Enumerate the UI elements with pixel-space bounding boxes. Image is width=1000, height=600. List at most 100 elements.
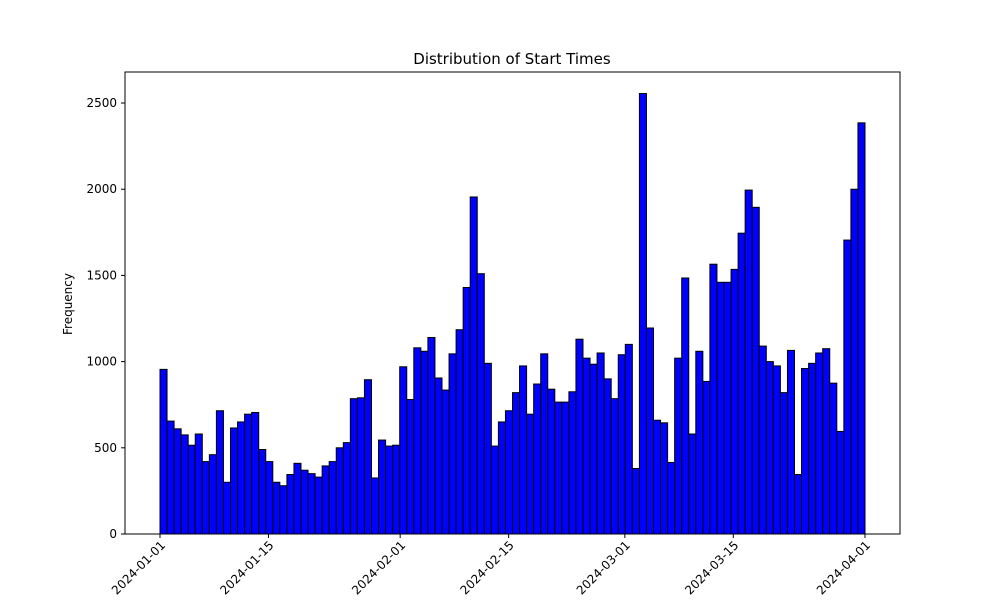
histogram-bar <box>660 422 669 535</box>
histogram-bar <box>406 399 415 535</box>
histogram-bar <box>237 421 246 535</box>
histogram-bar <box>476 273 485 535</box>
histogram-bar <box>378 439 387 535</box>
histogram-bar <box>547 388 556 535</box>
histogram-bar <box>328 461 337 535</box>
histogram-bar <box>441 389 450 535</box>
histogram-bar <box>293 462 302 535</box>
histogram-bar <box>688 433 697 535</box>
histogram-bar <box>427 336 436 535</box>
histogram-bar <box>251 411 260 535</box>
histogram-bar <box>244 413 253 535</box>
histogram-bar <box>173 428 182 535</box>
y-tick-label: 2000 <box>86 182 117 196</box>
histogram-bar <box>730 268 739 535</box>
histogram-bar <box>716 281 725 535</box>
histogram-bar <box>843 239 852 535</box>
histogram-bar <box>462 286 471 535</box>
histogram-bar <box>363 379 373 535</box>
histogram-bar <box>208 454 217 535</box>
y-tick-label: 2500 <box>86 96 117 110</box>
histogram-bar <box>526 413 535 535</box>
histogram-bar <box>504 410 514 535</box>
histogram-bar <box>448 353 457 535</box>
histogram-bar <box>723 281 732 535</box>
histogram-bar <box>385 445 394 535</box>
histogram-bar <box>258 449 267 535</box>
histogram-bar <box>808 362 817 535</box>
histogram-bar <box>829 382 838 535</box>
histogram-bar <box>631 467 640 535</box>
histogram-bar <box>786 349 796 535</box>
plot-frame <box>124 71 901 535</box>
histogram-bar <box>413 347 422 535</box>
histogram-bar <box>822 348 831 535</box>
histogram-bar <box>709 263 718 535</box>
histogram-bar <box>201 461 210 535</box>
histogram-bar <box>801 368 810 535</box>
histogram-bar <box>674 357 683 535</box>
histogram-bar <box>779 392 788 535</box>
histogram-bar <box>342 442 351 535</box>
histogram-bar <box>307 473 316 535</box>
histogram-bar <box>230 427 239 535</box>
histogram-bar <box>533 383 542 535</box>
histogram-bar <box>617 354 626 535</box>
histogram-bar <box>180 434 189 535</box>
histogram-bar <box>286 474 295 535</box>
histogram-bar <box>321 465 330 535</box>
histogram-bar <box>420 350 429 535</box>
histogram-bar <box>751 206 760 535</box>
histogram-bar <box>568 391 577 535</box>
histogram-bar <box>765 361 774 535</box>
histogram-bar <box>371 477 380 535</box>
histogram-bar <box>519 365 528 535</box>
histogram-bar <box>772 365 781 535</box>
histogram-bar <box>653 419 662 535</box>
histogram-bar <box>187 444 196 535</box>
histogram-bar <box>540 353 549 535</box>
histogram-bar <box>215 410 224 535</box>
histogram-bar <box>582 357 591 535</box>
histogram-bar <box>194 433 203 535</box>
histogram-bar <box>645 327 655 535</box>
histogram-bar <box>455 329 464 535</box>
histogram-bar <box>836 430 845 535</box>
histogram-bar <box>702 380 711 535</box>
histogram-bar <box>561 401 570 535</box>
histogram-bar <box>490 445 499 535</box>
chart-title: Distribution of Start Times <box>413 50 611 68</box>
histogram-bar <box>279 485 288 535</box>
histogram-bar <box>794 474 803 535</box>
histogram-bar <box>434 377 443 535</box>
y-tick-label: 1000 <box>86 355 117 369</box>
histogram-bar <box>314 476 323 535</box>
histogram-bar <box>335 447 344 535</box>
y-tick-label: 500 <box>94 441 117 455</box>
histogram-bar <box>265 461 274 535</box>
histogram-bar <box>399 366 408 535</box>
histogram-bar <box>596 352 605 535</box>
histogram-bar <box>166 420 175 535</box>
histogram-bar <box>695 350 704 535</box>
histogram-bar <box>815 352 824 535</box>
y-tick-label: 0 <box>109 527 117 541</box>
y-axis: 0 500 1000 1500 2000 2500 <box>86 96 125 541</box>
histogram-bar <box>603 378 612 535</box>
histogram-bar <box>272 481 281 535</box>
histogram-bar <box>857 122 866 535</box>
histogram-bar <box>758 345 767 535</box>
histogram-bar <box>392 444 401 535</box>
histogram-bar <box>638 93 647 535</box>
histogram-bar <box>300 469 309 535</box>
y-axis-label: Frequency <box>61 273 75 335</box>
histogram-bar <box>624 343 633 535</box>
histogram-bar <box>512 392 521 535</box>
histogram-bar <box>667 461 676 535</box>
histogram-bar <box>159 368 168 535</box>
histogram-bar <box>469 196 478 535</box>
histogram-bar <box>737 232 746 535</box>
y-tick-label: 1500 <box>86 268 117 282</box>
histogram-bar <box>349 398 358 535</box>
